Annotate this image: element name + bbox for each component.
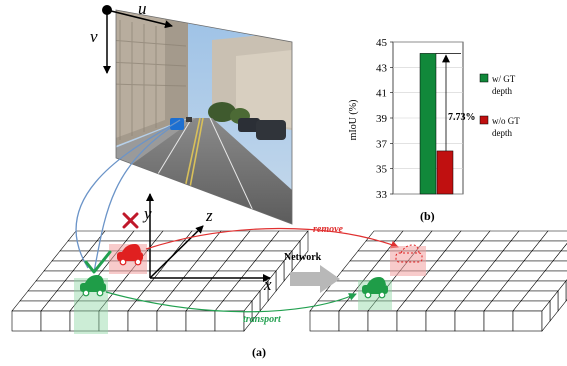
- axis-u-label: u: [138, 0, 147, 18]
- network-label: Network: [284, 252, 322, 263]
- voxel-front: [40, 310, 71, 332]
- voxel-front: [156, 310, 187, 332]
- legend-gt-line1: w/ GT: [492, 74, 516, 84]
- remove-label: remove: [313, 224, 344, 235]
- y-tick-label: 39: [376, 113, 388, 125]
- y-tick-label: 41: [376, 88, 387, 100]
- axis-z-label: z: [205, 206, 213, 225]
- voxel-side: [541, 300, 551, 332]
- axis-y-label: y: [142, 204, 152, 223]
- voxel-top: [544, 260, 567, 272]
- check-icon: [84, 250, 112, 274]
- voxel-side: [243, 300, 253, 332]
- y-axis-label: mIoU (%): [348, 100, 359, 141]
- transport-label: transport: [243, 314, 282, 325]
- voxel-front: [309, 310, 340, 332]
- y-tick-label: 37: [376, 138, 388, 150]
- voxel-top: [539, 230, 567, 242]
- gap-annotation: 7.73%: [448, 112, 476, 123]
- transport-arrow: transport: [105, 291, 357, 325]
- voxel-front: [11, 310, 42, 332]
- remove-arrow: remove: [145, 224, 399, 250]
- cross-icon: [122, 212, 139, 229]
- legend-nogt-line1: w/o GT: [492, 116, 520, 126]
- legend-gt-line2: depth: [492, 86, 512, 96]
- legend-nogt-line2: depth: [492, 128, 512, 138]
- y-tick-label: 35: [376, 164, 388, 176]
- voxel-front: [214, 310, 245, 332]
- y-tick-label: 43: [376, 62, 388, 74]
- bar-gt-depth: [419, 53, 437, 195]
- voxel-front: [367, 310, 398, 332]
- network-arrow: Network: [284, 252, 340, 293]
- bar-no-gt-depth: [436, 150, 454, 195]
- voxel-front: [338, 310, 369, 332]
- voxel-front: [483, 310, 514, 332]
- axis-x-label: x: [263, 275, 272, 294]
- gap-arrow: [436, 53, 461, 151]
- legend-swatch-gt: [479, 73, 489, 83]
- voxel-front: [127, 310, 158, 332]
- legend: w/ GT depth w/o GT depth: [479, 73, 520, 138]
- removed-car-right: [390, 244, 426, 276]
- transported-car-right: [358, 277, 392, 310]
- bar-chart: 33 35 37 39 41 43 45 mIoU (%) 7.73% w/ GT dept…: [348, 37, 520, 223]
- voxel-grid-right: [309, 230, 567, 332]
- world-axes: y z x: [142, 193, 272, 294]
- voxel-front: [425, 310, 456, 332]
- y-tick-label: 45: [376, 37, 388, 49]
- axis-v-label: v: [90, 27, 98, 46]
- y-tick-label: 33: [376, 189, 388, 201]
- transported-car-left: [74, 275, 108, 334]
- voxel-top: [552, 250, 567, 262]
- voxel-front: [512, 310, 543, 332]
- image-axes: u v: [90, 0, 173, 74]
- voxel-front: [396, 310, 427, 332]
- voxel-top: [560, 243, 567, 252]
- caption-b: (b): [420, 209, 435, 223]
- camera-image: [115, 9, 293, 225]
- caption-a: (a): [252, 345, 266, 359]
- voxel-front: [185, 310, 216, 332]
- legend-swatch-nogt: [479, 115, 489, 125]
- voxel-front: [454, 310, 485, 332]
- camera-rays: [75, 119, 181, 273]
- removed-car-left: [109, 244, 147, 274]
